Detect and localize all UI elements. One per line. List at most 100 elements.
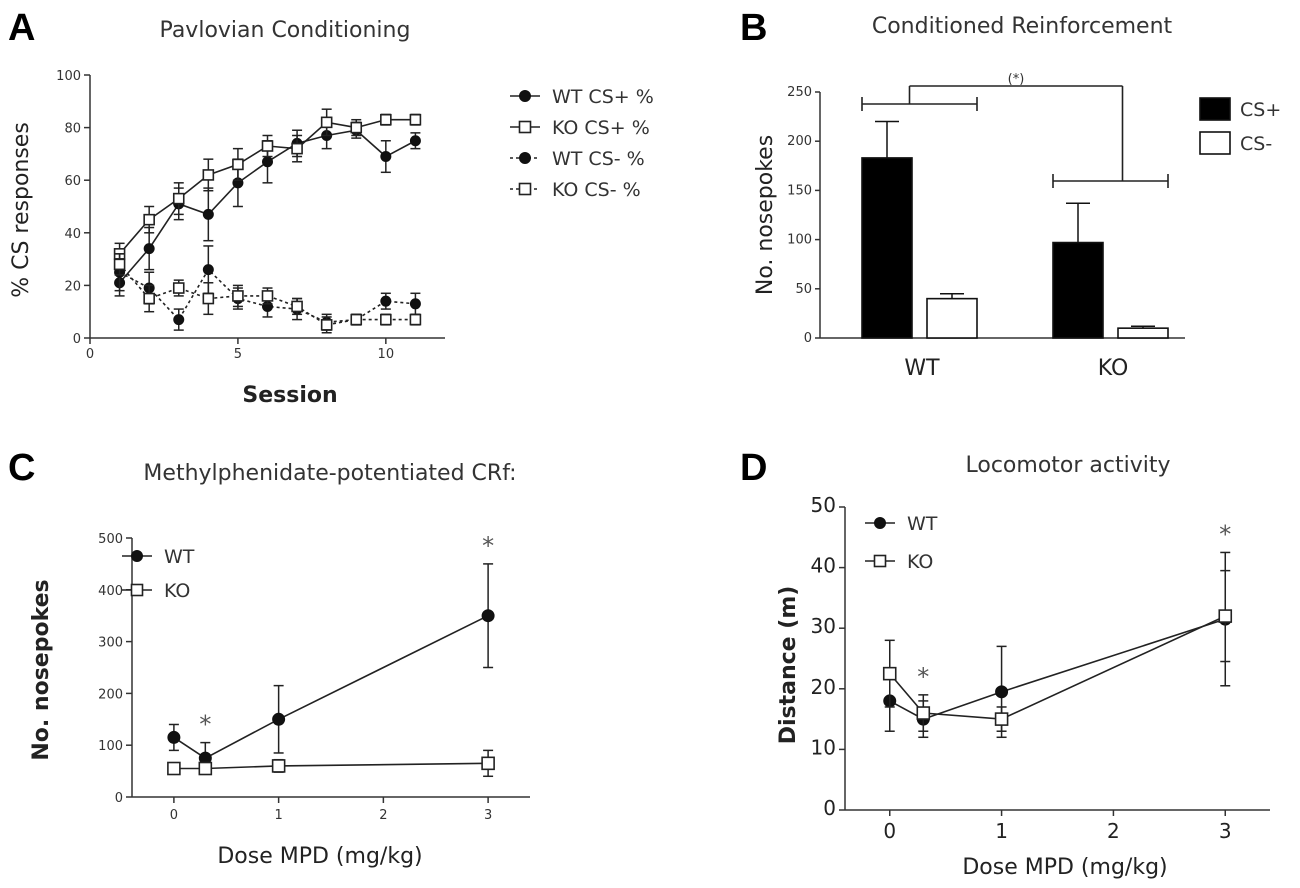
data-point <box>172 282 185 294</box>
panel-c-legend: WT KO <box>122 546 195 602</box>
legend-marker <box>519 90 531 102</box>
data-point <box>481 756 495 771</box>
bar <box>1117 327 1169 339</box>
legend-label: WT <box>164 546 195 568</box>
data-point <box>481 609 495 623</box>
data-point <box>409 313 422 326</box>
legend-swatch <box>1199 97 1231 121</box>
data-point <box>350 121 363 134</box>
y-tick-label: 0 <box>73 332 81 347</box>
y-tick-label: 400 <box>98 584 123 599</box>
y-tick-label: 500 <box>98 532 123 547</box>
legend-label: CS- <box>1240 133 1272 155</box>
panel-b-plot: 0 50 100 150 200 250 WT KO (*) <box>787 72 1185 381</box>
panel-b-title: Conditioned Reinforcement <box>872 14 1173 39</box>
x-tick-label: 0 <box>883 819 896 843</box>
legend-label: KO <box>164 580 190 602</box>
series-line <box>889 615 1226 720</box>
y-tick-label: 0 <box>823 796 836 820</box>
panel-a: Pavlovian Conditioning Session % CS resp… <box>9 18 654 408</box>
data-point <box>409 113 422 126</box>
significance-star: * <box>917 663 929 691</box>
x-tick-label: 0 <box>170 808 178 823</box>
data-point <box>262 156 273 168</box>
bar <box>926 297 978 339</box>
y-tick-label: 20 <box>811 675 836 699</box>
x-tick-label: 10 <box>378 347 395 362</box>
panel-a-title: Pavlovian Conditioning <box>160 18 411 43</box>
data-point <box>172 192 185 205</box>
data-point <box>232 290 244 302</box>
panel-letter-d: D <box>740 447 767 489</box>
data-point <box>350 313 363 326</box>
data-point <box>143 243 155 255</box>
panel-c-xlabel: Dose MPD (mg/kg) <box>217 844 422 869</box>
y-tick-label: 50 <box>811 493 836 517</box>
legend-marker <box>873 554 887 568</box>
panel-d-legend: WT KO <box>865 513 938 573</box>
y-tick-label: 30 <box>811 614 836 638</box>
y-tick-label: 150 <box>787 183 812 198</box>
x-tick-label: 2 <box>1107 819 1120 843</box>
panel-b-ylabel: No. nosepokes <box>753 135 778 295</box>
legend-label: KO <box>907 551 933 573</box>
data-point <box>113 258 126 271</box>
significance-star: * <box>1219 520 1231 548</box>
series-line <box>173 762 489 770</box>
bar <box>1052 241 1104 339</box>
legend-marker <box>131 550 143 562</box>
data-point <box>291 142 303 155</box>
data-point <box>409 298 421 310</box>
y-tick-label: 300 <box>98 636 123 651</box>
panel-a-plot: 0 20 40 60 80 100 0 5 10 <box>56 69 445 362</box>
y-tick-label: 100 <box>56 69 81 84</box>
data-point <box>320 319 333 331</box>
data-point <box>995 685 1009 699</box>
data-point <box>261 290 274 302</box>
significance-star: * <box>482 532 494 560</box>
data-point <box>320 116 333 129</box>
data-point <box>882 666 897 681</box>
data-point <box>1218 609 1233 623</box>
panel-a-ylabel: % CS responses <box>9 122 34 298</box>
x-tick-label: 0 <box>86 347 94 362</box>
x-tick-label: 5 <box>234 347 242 362</box>
x-tick-label: 3 <box>484 808 492 823</box>
data-point <box>380 113 392 126</box>
bar <box>861 157 913 339</box>
panel-d-plot: 0 10 20 30 40 50 0 1 2 3 * * <box>811 493 1270 843</box>
data-point <box>173 314 185 326</box>
panel-letter-b: B <box>740 7 767 49</box>
panel-c-title: Methylphenidate-potentiated CRf: <box>143 461 516 486</box>
data-point <box>380 313 392 326</box>
data-point <box>143 292 155 305</box>
y-tick-label: 0 <box>115 791 123 806</box>
y-tick-label: 10 <box>811 735 836 759</box>
data-point <box>143 213 155 226</box>
data-point <box>271 759 286 773</box>
data-point <box>232 158 244 171</box>
data-point <box>916 706 931 720</box>
data-point <box>380 151 392 163</box>
legend-swatch <box>1199 131 1231 155</box>
legend-marker <box>130 583 144 597</box>
panel-c-plot: 0 100 200 300 400 500 0 1 2 3 * * <box>98 532 530 823</box>
x-tick-label: 1 <box>274 808 282 823</box>
panel-letter-a: A <box>8 7 35 49</box>
panel-b: Conditioned Reinforcement No. nosepokes … <box>753 14 1281 381</box>
panel-d-ylabel: Distance (m) <box>776 586 801 745</box>
y-tick-label: 40 <box>64 227 81 242</box>
data-point <box>167 761 181 776</box>
panel-b-legend: CS+ CS- <box>1199 97 1281 155</box>
data-point <box>994 712 1009 726</box>
y-tick-label: 0 <box>804 331 812 346</box>
legend-marker <box>518 120 532 134</box>
legend-label: WT <box>907 513 938 535</box>
panel-d: Locomotor activity Dose MPD (mg/kg) Dist… <box>776 453 1270 880</box>
panel-a-xlabel: Session <box>242 383 337 408</box>
legend-label: CS+ <box>1240 99 1281 121</box>
x-tick-label: 2 <box>379 808 387 823</box>
y-tick-label: 250 <box>787 85 812 100</box>
legend-label: WT CS+ % <box>552 86 654 108</box>
